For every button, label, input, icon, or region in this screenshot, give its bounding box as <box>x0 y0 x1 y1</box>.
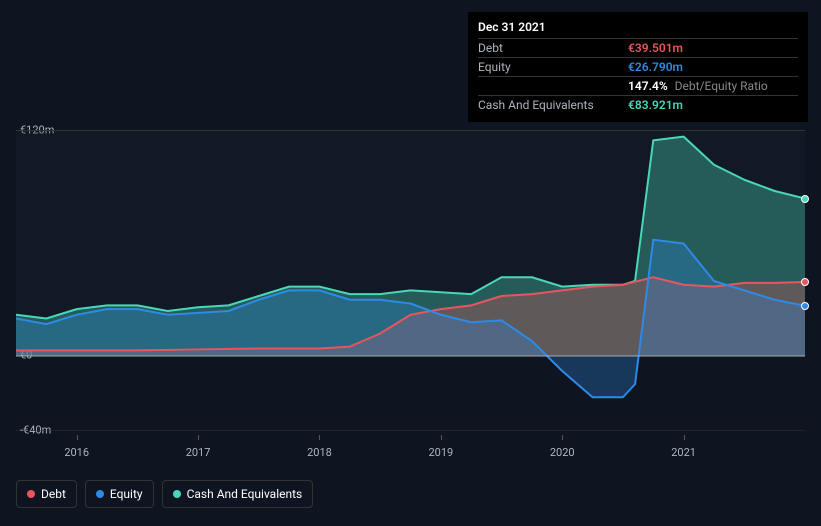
x-axis-label: 2021 <box>671 446 696 459</box>
legend-item-equity[interactable]: Equity <box>85 480 154 508</box>
legend-item-cash-and-equivalents[interactable]: Cash And Equivalents <box>162 480 314 508</box>
plot-area <box>16 130 805 430</box>
tooltip-value: €39.501m <box>628 41 683 55</box>
tooltip-label: Cash And Equivalents <box>478 98 628 112</box>
x-axis-label: 2019 <box>428 446 453 459</box>
series-end-marker <box>801 195 809 203</box>
legend-dot-icon <box>173 490 181 498</box>
x-axis-label: 2016 <box>64 446 89 459</box>
legend-label: Equity <box>110 487 143 501</box>
tooltip-value: €26.790m <box>628 60 683 74</box>
legend-item-debt[interactable]: Debt <box>16 480 77 508</box>
legend-dot-icon <box>27 490 35 498</box>
x-axis-label: 2018 <box>307 446 332 459</box>
x-axis-labels: 2016 2017 2018 2019 2020 2021 <box>16 440 805 460</box>
tooltip-label: Debt <box>478 41 628 55</box>
series-end-marker <box>801 302 809 310</box>
tooltip-value: €83.921m <box>628 98 683 112</box>
x-axis-label: 2020 <box>550 446 575 459</box>
tooltip-row: 147.4% Debt/Equity Ratio <box>478 76 798 95</box>
tooltip-label: Equity <box>478 60 628 74</box>
tooltip-date: Dec 31 2021 <box>478 20 798 38</box>
x-axis-label: 2017 <box>186 446 211 459</box>
legend-label: Debt <box>41 487 66 501</box>
legend-label: Cash And Equivalents <box>187 487 303 501</box>
series-end-marker <box>801 278 809 286</box>
tooltip-label <box>478 79 628 93</box>
legend-dot-icon <box>96 490 104 498</box>
tooltip-row: Cash And Equivalents€83.921m <box>478 95 798 114</box>
chart-tooltip: Dec 31 2021 Debt€39.501mEquity€26.790m14… <box>468 12 808 122</box>
tooltip-extra: Debt/Equity Ratio <box>672 79 768 93</box>
tooltip-row: Debt€39.501m <box>478 38 798 57</box>
chart-legend: Debt Equity Cash And Equivalents <box>16 480 313 508</box>
debt-equity-chart: €120m€0-€40m <box>16 120 805 440</box>
tooltip-value: 147.4% Debt/Equity Ratio <box>628 79 768 93</box>
tooltip-row: Equity€26.790m <box>478 57 798 76</box>
